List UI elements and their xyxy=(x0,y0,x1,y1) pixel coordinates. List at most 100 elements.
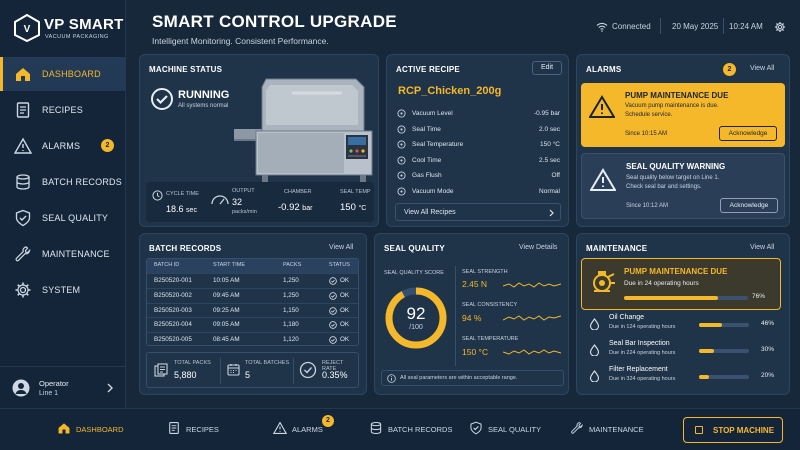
page-title: SMART CONTROL UPGRADE xyxy=(152,12,397,31)
chevron-right-icon xyxy=(549,209,554,217)
sidebar-item-batch-records[interactable]: BATCH RECORDS xyxy=(0,165,126,199)
calendar-icon xyxy=(227,364,240,376)
maintenance-item[interactable]: Filter Replacement Due in 324 operating h… xyxy=(585,366,783,390)
table-header: BATCH ID START TIME PACKS STATUS xyxy=(147,259,358,273)
cell-packs: 1,180 xyxy=(283,321,299,329)
view-all-recipes-button[interactable]: View All Recipes xyxy=(395,203,561,221)
sparkline-temperature xyxy=(503,349,561,355)
database-icon xyxy=(16,174,30,190)
sidebar-item-label: DASHBOARD xyxy=(42,69,101,79)
sidebar-item-alarms[interactable]: ALARMS 2 xyxy=(0,129,126,163)
alarm-desc: Vacuum pump maintenance is due. xyxy=(625,103,719,109)
check-circle-icon xyxy=(329,306,337,315)
cell-batch-id: B250520-005 xyxy=(154,336,192,344)
sidebar-item-recipes[interactable]: RECIPES xyxy=(0,93,126,127)
table-row[interactable]: B250520-005 08:45 AM 1,120 OK xyxy=(147,332,358,345)
score-max: /100 xyxy=(409,324,423,331)
check-circle-icon xyxy=(329,321,337,330)
table-row[interactable]: B250520-001 10:05 AM 1,250 OK xyxy=(147,273,358,288)
panel-title: BATCH RECORDS xyxy=(149,244,222,253)
warning-icon xyxy=(589,95,615,118)
maintenance-highlight-card[interactable]: PUMP MAINTENANCE DUE Due in 24 operating… xyxy=(581,258,781,310)
table-row[interactable]: B250520-004 09:05 AM 1,180 OK xyxy=(147,317,358,332)
bottom-nav-label: MAINTENANCE xyxy=(589,425,644,434)
view-all-maintenance-link[interactable]: View All xyxy=(750,244,775,251)
table-row[interactable]: B250520-003 09:25 AM 1,150 OK xyxy=(147,302,358,318)
divider xyxy=(220,358,221,384)
thermo-icon xyxy=(397,140,406,149)
wrench-icon xyxy=(15,246,31,262)
maintenance-pct: 46% xyxy=(761,320,775,327)
maintenance-item[interactable]: Seal Bar Inspection Due in 224 operating … xyxy=(585,340,783,364)
operator-profile[interactable]: Operator Line 1 xyxy=(0,366,126,408)
view-all-alarms-link[interactable]: View All xyxy=(750,65,775,72)
check-circle-icon xyxy=(329,277,337,285)
param-label: Cool Time xyxy=(412,156,442,164)
gas-icon xyxy=(397,171,406,180)
seal-score-gauge xyxy=(385,287,447,349)
sidebar-item-system[interactable]: SYSTEM xyxy=(0,273,126,307)
sidebar-item-seal-quality[interactable]: SEAL QUALITY xyxy=(0,201,126,235)
stop-machine-button[interactable]: STOP MACHINE xyxy=(683,417,783,443)
recipe-param-row: Gas Flush Off xyxy=(397,169,560,183)
metric-label: SEAL CONSISTENCY xyxy=(462,302,518,308)
maintenance-item-desc: Due in 124 operating hours xyxy=(609,324,676,330)
sidebar-item-label: SYSTEM xyxy=(42,285,81,295)
info-icon xyxy=(387,374,396,383)
view-all-batches-link[interactable]: View All xyxy=(329,244,354,251)
alarm-title: SEAL QUALITY WARNING xyxy=(626,162,726,171)
warning-icon xyxy=(273,421,287,434)
brand-name: VP SMART xyxy=(44,16,124,33)
table-row[interactable]: B250520-002 09:45 AM 1,250 OK xyxy=(147,287,358,303)
cell-status: OK xyxy=(340,291,350,299)
column-header: STATUS xyxy=(329,262,350,268)
panel-title: SEAL QUALITY xyxy=(384,244,445,253)
cell-batch-id: B250520-002 xyxy=(154,291,192,299)
home-icon xyxy=(58,423,70,434)
vacuum-machine-illustration xyxy=(234,78,373,183)
maintenance-progress xyxy=(624,296,748,300)
param-label: Seal Time xyxy=(412,125,441,133)
panel-title: ACTIVE RECIPE xyxy=(396,65,460,74)
maintenance-item[interactable]: Oil Change Due in 124 operating hours 46% xyxy=(585,314,783,338)
alarms-panel: ALARMS 2 View All PUMP MAINTENANCE DUE V… xyxy=(576,54,790,227)
summary-label: TOTAL PACKS xyxy=(174,360,211,366)
cell-start-time: 10:05 AM xyxy=(213,277,240,284)
recipe-param-row: Seal Time 2.0 sec xyxy=(397,123,560,137)
view-details-link[interactable]: View Details xyxy=(519,244,558,251)
param-value: 2.5 sec xyxy=(539,156,560,164)
panel-title: MAINTENANCE xyxy=(586,244,648,253)
acknowledge-button[interactable]: Acknowledge xyxy=(719,126,777,141)
sparkline-strength xyxy=(503,282,561,288)
wifi-icon xyxy=(596,22,608,32)
divider xyxy=(723,18,724,34)
home-icon xyxy=(16,68,30,81)
settings-gear-icon[interactable] xyxy=(774,21,786,33)
sparkline-consistency xyxy=(503,315,561,321)
machine-status-panel: MACHINE STATUS RUNNING All systems norma… xyxy=(139,54,379,227)
metric-value: 2.45 N xyxy=(462,279,488,289)
param-value: Off xyxy=(551,172,560,179)
alarm-card-seal[interactable]: SEAL QUALITY WARNING Seal quality below … xyxy=(581,153,785,219)
cell-packs: 1,250 xyxy=(283,277,299,284)
maintenance-item-title: Filter Replacement xyxy=(609,366,668,373)
sidebar-item-label: BATCH RECORDS xyxy=(42,177,122,187)
sidebar-item-dashboard[interactable]: DASHBOARD xyxy=(0,57,126,91)
speedometer-icon xyxy=(211,195,229,205)
batch-records-panel: BATCH RECORDS View All BATCH ID START TI… xyxy=(139,233,367,395)
param-label: Vacuum Level xyxy=(412,110,453,117)
alarm-since: Since 10:15 AM xyxy=(625,131,668,137)
metric-value: 94 % xyxy=(462,313,482,323)
column-header: PACKS xyxy=(283,262,302,268)
maintenance-pct: 76% xyxy=(752,293,766,300)
edit-recipe-button[interactable]: Edit xyxy=(532,61,562,75)
alarm-card-pump[interactable]: PUMP MAINTENANCE DUE Vacuum pump mainten… xyxy=(581,83,785,147)
cell-start-time: 08:45 AM xyxy=(213,336,240,344)
sidebar-item-maintenance[interactable]: MAINTENANCE xyxy=(0,237,126,271)
stop-machine-label: STOP MACHINE xyxy=(713,426,775,435)
gear-icon xyxy=(397,186,406,196)
acknowledge-button[interactable]: Acknowledge xyxy=(720,198,778,213)
active-recipe-panel: ACTIVE RECIPE Edit RCP_Chicken_200g Vacu… xyxy=(386,54,569,227)
maintenance-item-title: Seal Bar Inspection xyxy=(609,340,670,347)
operator-line: Line 1 xyxy=(39,390,59,397)
